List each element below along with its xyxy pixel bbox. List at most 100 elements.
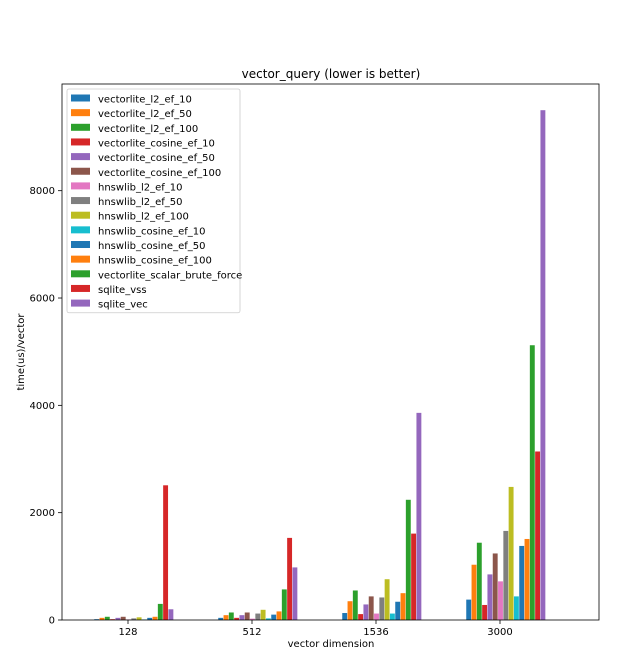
bar-vectorlite_cosine_ef_100-1536 [368,596,374,620]
bar-vectorlite_l2_ef_100-512 [228,612,234,620]
legend-swatch-vectorlite_scalar_brute_force [71,270,90,278]
bars-group [94,110,546,620]
legend-box [66,88,241,314]
bar-sqlite_vss-1536 [411,533,417,620]
legend-swatch-hnswlib_cosine_ef_10 [71,226,90,234]
bar-hnswlib_l2_ef_100-3000 [508,486,514,620]
bar-hnswlib_l2_ef_100-128 [136,617,142,620]
legend-label-hnswlib_l2_ef_100: hnswlib_l2_ef_100 [98,212,189,223]
chart-title: vector_query (lower is better) [242,67,421,81]
bar-vectorlite_scalar_brute_force-128 [157,603,163,620]
y-tick-label: 2000 [30,508,55,519]
legend-label-vectorlite_scalar_brute_force: vectorlite_scalar_brute_force [98,270,242,281]
bar-vectorlite_cosine_ef_100-3000 [492,553,498,620]
x-axis-ticks: 128 512 1536 3000 [118,620,513,638]
bar-vectorlite_cosine_ef_50-512 [239,615,245,620]
bar-hnswlib_l2_ef_100-512 [260,609,266,620]
bar-vectorlite_cosine_ef_10-3000 [482,604,488,620]
legend-label-sqlite_vec: sqlite_vec [98,300,148,311]
legend-swatch-sqlite_vec [71,299,90,307]
x-tick-label: 512 [242,627,261,638]
legend-swatch-hnswlib_l2_ef_50 [71,197,90,205]
bar-sqlite_vss-128 [163,485,169,620]
x-tick-label: 3000 [487,627,512,638]
bar-vectorlite_l2_ef_100-3000 [476,542,482,620]
legend-label-sqlite_vss: sqlite_vss [98,285,147,296]
bar-vectorlite_scalar_brute_force-512 [281,589,287,620]
legend-swatch-hnswlib_l2_ef_10 [71,182,90,190]
legend-label-vectorlite_l2_ef_100: vectorlite_l2_ef_100 [98,124,198,135]
bar-hnswlib_cosine_ef_10-3000 [513,596,519,620]
legend-swatch-vectorlite_l2_ef_50 [71,109,90,117]
bar-hnswlib_l2_ef_50-3000 [503,530,509,620]
bar-hnswlib_cosine_ef_100-1536 [400,593,406,620]
bar-hnswlib_cosine_ef_50-1536 [395,601,401,620]
y-tick-label: 4000 [30,401,55,412]
bar-vectorlite_l2_ef_100-1536 [352,590,358,620]
legend-swatch-vectorlite_cosine_ef_100 [71,167,90,175]
bar-sqlite_vec-1536 [416,412,422,620]
bar-hnswlib_cosine_ef_50-3000 [519,545,525,620]
legend-label-hnswlib_cosine_ef_50: hnswlib_cosine_ef_50 [98,241,205,252]
bar-vectorlite_cosine_ef_100-128 [120,616,126,620]
bar-sqlite_vss-3000 [535,451,541,620]
bar-vectorlite_scalar_brute_force-1536 [405,499,411,620]
legend-swatch-sqlite_vss [71,284,90,292]
legend-swatch-vectorlite_cosine_ef_50 [71,153,90,161]
legend-swatch-vectorlite_cosine_ef_10 [71,138,90,146]
bar-hnswlib_cosine_ef_100-3000 [524,538,530,620]
bar-hnswlib_cosine_ef_50-512 [271,614,277,620]
bar-vectorlite_cosine_ef_10-512 [234,617,240,620]
legend-swatch-hnswlib_cosine_ef_50 [71,241,90,248]
bar-vectorlite_cosine_ef_10-128 [110,619,116,620]
bar-hnswlib_l2_ef_100-1536 [384,579,390,620]
bar-vectorlite_l2_ef_10-128 [94,619,100,620]
y-axis-label: time(us)/vector [16,313,27,391]
legend-label-hnswlib_l2_ef_50: hnswlib_l2_ef_50 [98,197,183,208]
bar-sqlite_vec-3000 [540,110,546,620]
bar-hnswlib_l2_ef_10-1536 [374,613,379,620]
bar-vectorlite_l2_ef_100-128 [104,616,110,620]
legend-label-vectorlite_cosine_ef_100: vectorlite_cosine_ef_100 [98,168,221,179]
legend-label-vectorlite_cosine_ef_50: vectorlite_cosine_ef_50 [98,153,215,164]
bar-vectorlite_l2_ef_10-3000 [466,599,472,620]
bar-hnswlib_cosine_ef_10-512 [265,618,271,620]
legend-label-vectorlite_l2_ef_10: vectorlite_l2_ef_10 [98,95,192,106]
bar-hnswlib_cosine_ef_100-128 [152,616,158,620]
legend-label-vectorlite_l2_ef_50: vectorlite_l2_ef_50 [98,109,192,120]
bar-vectorlite_cosine_ef_50-3000 [487,574,493,620]
y-tick-label: 0 [49,616,55,627]
y-axis-ticks: 0 2000 4000 6000 8000 [30,186,62,627]
bar-vectorlite_l2_ef_50-512 [223,615,229,620]
legend-swatch-hnswlib_l2_ef_100 [71,211,90,219]
plot-frame [61,83,600,621]
x-tick-label: 1536 [363,627,388,638]
bar-hnswlib_cosine_ef_10-1536 [389,613,395,620]
bar-hnswlib_l2_ef_50-512 [255,613,261,620]
bar-sqlite_vec-512 [292,567,298,620]
x-axis-label: vector dimension [288,639,375,650]
legend-swatch-vectorlite_l2_ef_100 [71,123,90,131]
bar-vectorlite_l2_ef_50-3000 [471,564,477,620]
bar-vectorlite_l2_ef_50-128 [99,617,105,620]
bar-vectorlite_l2_ef_10-1536 [342,613,348,620]
legend: vectorlite_l2_ef_10 vectorlite_l2_ef_50ve… [66,88,242,314]
bar-hnswlib_l2_ef_10-3000 [498,581,503,620]
legend-swatch-vectorlite_l2_ef_10 [71,94,90,102]
legend-label-hnswlib_cosine_ef_100: hnswlib_cosine_ef_100 [98,256,212,267]
bar-vectorlite_l2_ef_10-512 [218,617,224,620]
bar-hnswlib_cosine_ef_50-128 [147,617,153,620]
bar-sqlite_vss-512 [287,537,293,620]
bar-sqlite_vec-128 [168,609,174,620]
legend-label-hnswlib_cosine_ef_10: hnswlib_cosine_ef_10 [98,226,205,237]
legend-label-hnswlib_l2_ef_10: hnswlib_l2_ef_10 [98,182,183,193]
y-tick-label: 8000 [30,186,55,197]
legend-swatch-hnswlib_cosine_ef_100 [71,255,90,263]
y-tick-label: 6000 [30,294,55,305]
bar-hnswlib_l2_ef_10-512 [250,618,255,620]
bar-vectorlite_scalar_brute_force-3000 [529,345,535,620]
bar-hnswlib_cosine_ef_100-512 [276,611,282,620]
bar-vectorlite_cosine_ef_50-1536 [363,604,369,620]
bar-hnswlib_l2_ef_50-128 [131,618,137,620]
